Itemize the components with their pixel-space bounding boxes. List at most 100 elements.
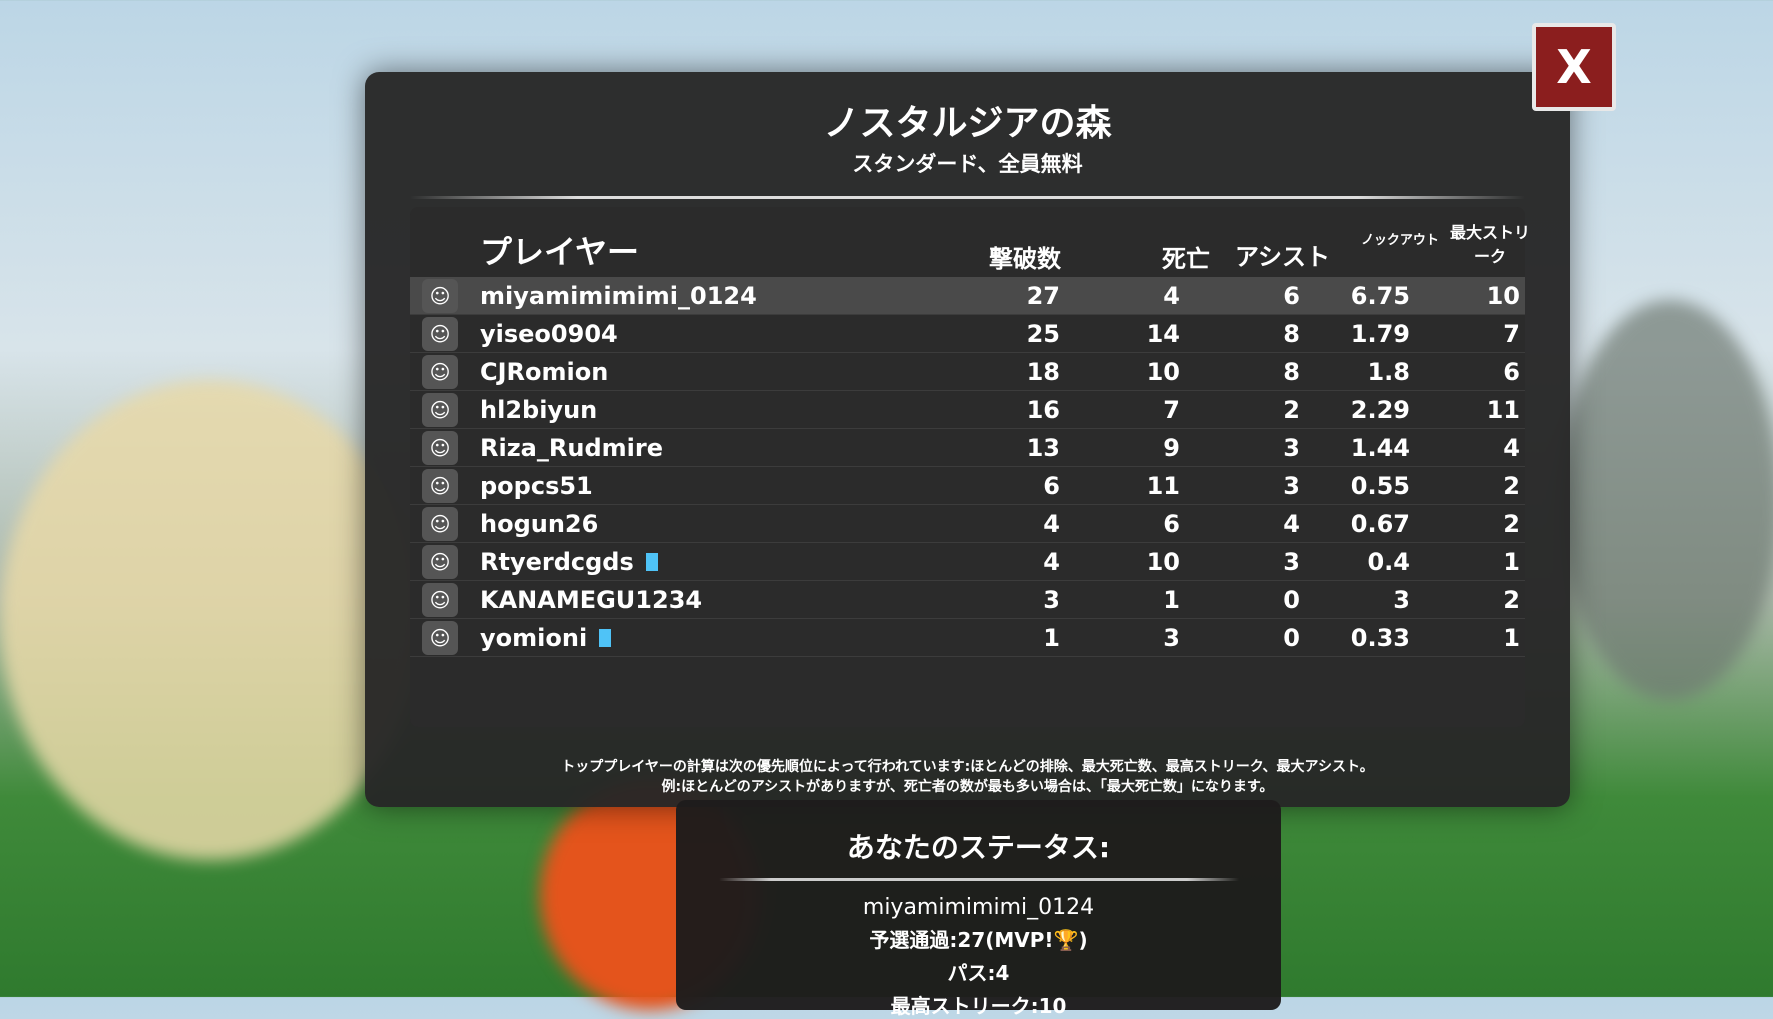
player-name-text: hl2biyun	[480, 395, 598, 424]
close-button[interactable]: X	[1532, 23, 1616, 111]
status-streak: 最高ストリーク:10	[890, 994, 1067, 1018]
header-assists: アシスト	[1234, 243, 1330, 271]
player-name: KANAMEGU1234	[480, 586, 950, 614]
player-row[interactable]: ☺ hogun26 4 6 4 0.67 2	[410, 505, 1525, 543]
game-mode: スタンダード、全員無料	[852, 152, 1083, 176]
scoreboard-panel: ノスタルジアの森 スタンダード、全員無料 プレイヤー 撃破数 死亡 アシスト ノ…	[365, 72, 1570, 807]
kills-cell: 3	[1043, 585, 1060, 614]
kills-cell: 13	[1026, 433, 1060, 462]
player-name-text: Riza_Rudmire	[480, 433, 663, 462]
player-name: Riza_Rudmire	[480, 434, 950, 462]
kills-cell: 25	[1026, 319, 1060, 348]
player-name: miyamimimimi_0124	[480, 282, 950, 310]
streak-cell: 6	[1503, 357, 1520, 386]
player-row[interactable]: ☺ CJRomion 18 10 8 1.8 6	[410, 353, 1525, 391]
assists-cell: 0	[1283, 585, 1300, 614]
player-name-text: popcs51	[480, 471, 593, 500]
background-wall	[1560, 300, 1773, 700]
map-title: ノスタルジアの森	[823, 103, 1112, 144]
deaths-cell: 9	[1163, 433, 1180, 462]
deaths-cell: 6	[1163, 509, 1180, 538]
streak-cell: 11	[1486, 395, 1520, 424]
player-name: yomioni	[480, 624, 950, 652]
kills-cell: 4	[1043, 547, 1060, 576]
kills-cell: 16	[1026, 395, 1060, 424]
player-name-text: hogun26	[480, 509, 599, 538]
player-name: yiseo0904	[480, 320, 950, 348]
player-row[interactable]: ☺ yiseo0904 25 14 8 1.79 7	[410, 315, 1525, 353]
avatar: ☺	[422, 430, 458, 465]
assists-cell: 3	[1283, 433, 1300, 462]
avatar: ☺	[422, 582, 458, 617]
assists-cell: 8	[1283, 357, 1300, 386]
status-kills: 予選通過:27(MVP!🏆)	[869, 928, 1088, 952]
deaths-cell: 10	[1146, 357, 1180, 386]
scoreboard-table: プレイヤー 撃破数 死亡 アシスト ノックアウト 最大ストリーク ☺ miyam…	[410, 207, 1530, 727]
badge-icon	[599, 628, 612, 647]
player-name: popcs51	[480, 472, 950, 500]
badge-icon	[645, 552, 658, 571]
header-deaths: 死亡	[1162, 245, 1210, 273]
knockout-cell: 6.75	[1350, 281, 1410, 310]
deaths-cell: 14	[1146, 319, 1180, 348]
kills-cell: 1	[1043, 623, 1060, 652]
player-row[interactable]: ☺ popcs51 6 11 3 0.55 2	[410, 467, 1525, 505]
knockout-cell: 1.79	[1350, 319, 1410, 348]
player-name-text: yomioni	[480, 623, 588, 652]
header-max-streak: 最大ストリーク	[1450, 223, 1531, 266]
avatar: ☺	[422, 392, 458, 427]
assists-cell: 8	[1283, 319, 1300, 348]
status-player-name: miyamimimimi_0124	[862, 895, 1095, 920]
knockout-cell: 0.4	[1367, 547, 1410, 576]
streak-cell: 2	[1503, 471, 1520, 500]
status-title: あなたのステータス:	[846, 831, 1111, 864]
player-name: Rtyerdcgds	[480, 548, 950, 576]
player-row[interactable]: ☺ yomioni 1 3 0 0.33 1	[410, 619, 1525, 657]
player-name: CJRomion	[480, 358, 950, 386]
header-knockout: ノックアウト	[1361, 233, 1439, 248]
avatar: ☺	[422, 468, 458, 503]
player-row[interactable]: ☺ miyamimimimi_0124 27 4 6 6.75 10	[410, 277, 1525, 315]
deaths-cell: 11	[1146, 471, 1180, 500]
player-name: hl2biyun	[480, 396, 950, 424]
knockout-cell: 0.55	[1350, 471, 1410, 500]
deaths-cell: 4	[1163, 281, 1180, 310]
note-line-1: トッププレイヤーの計算は次の優先順位によって行われています:ほとんどの排除、最大…	[561, 759, 1374, 775]
divider	[410, 196, 1525, 199]
assists-cell: 3	[1283, 547, 1300, 576]
deaths-cell: 7	[1163, 395, 1180, 424]
kills-cell: 4	[1043, 509, 1060, 538]
avatar: ☺	[422, 506, 458, 541]
player-row[interactable]: ☺ Riza_Rudmire 13 9 3 1.44 4	[410, 429, 1525, 467]
deaths-cell: 3	[1163, 623, 1180, 652]
streak-cell: 2	[1503, 585, 1520, 614]
close-icon: X	[1556, 40, 1592, 94]
knockout-cell: 1.8	[1367, 357, 1410, 386]
player-row[interactable]: ☺ KANAMEGU1234 3 1 0 3 2	[410, 581, 1525, 619]
assists-cell: 0	[1283, 623, 1300, 652]
header-kills: 撃破数	[989, 245, 1061, 273]
status-divider	[718, 878, 1239, 881]
deaths-cell: 1	[1163, 585, 1180, 614]
streak-cell: 2	[1503, 509, 1520, 538]
knockout-cell: 3	[1393, 585, 1410, 614]
avatar: ☺	[422, 278, 458, 313]
player-name-text: miyamimimimi_0124	[480, 281, 757, 310]
knockout-cell: 2.29	[1350, 395, 1410, 424]
top-player-note: トッププレイヤーの計算は次の優先順位によって行われています:ほとんどの排除、最大…	[365, 757, 1570, 797]
streak-cell: 4	[1503, 433, 1520, 462]
avatar: ☺	[422, 316, 458, 351]
kills-cell: 27	[1026, 281, 1060, 310]
avatar: ☺	[422, 354, 458, 389]
streak-cell: 1	[1503, 623, 1520, 652]
note-line-2: 例:ほとんどのアシストがありますが、死亡者の数が最も多い場合は、「最大死亡数」に…	[661, 779, 1274, 795]
knockout-cell: 0.67	[1350, 509, 1410, 538]
player-name-text: CJRomion	[480, 357, 609, 386]
player-name-text: KANAMEGU1234	[480, 585, 703, 614]
streak-cell: 7	[1503, 319, 1520, 348]
player-row[interactable]: ☺ Rtyerdcgds 4 10 3 0.4 1	[410, 543, 1525, 581]
streak-cell: 10	[1486, 281, 1520, 310]
assists-cell: 3	[1283, 471, 1300, 500]
player-row[interactable]: ☺ hl2biyun 16 7 2 2.29 11	[410, 391, 1525, 429]
player-name: hogun26	[480, 510, 950, 538]
